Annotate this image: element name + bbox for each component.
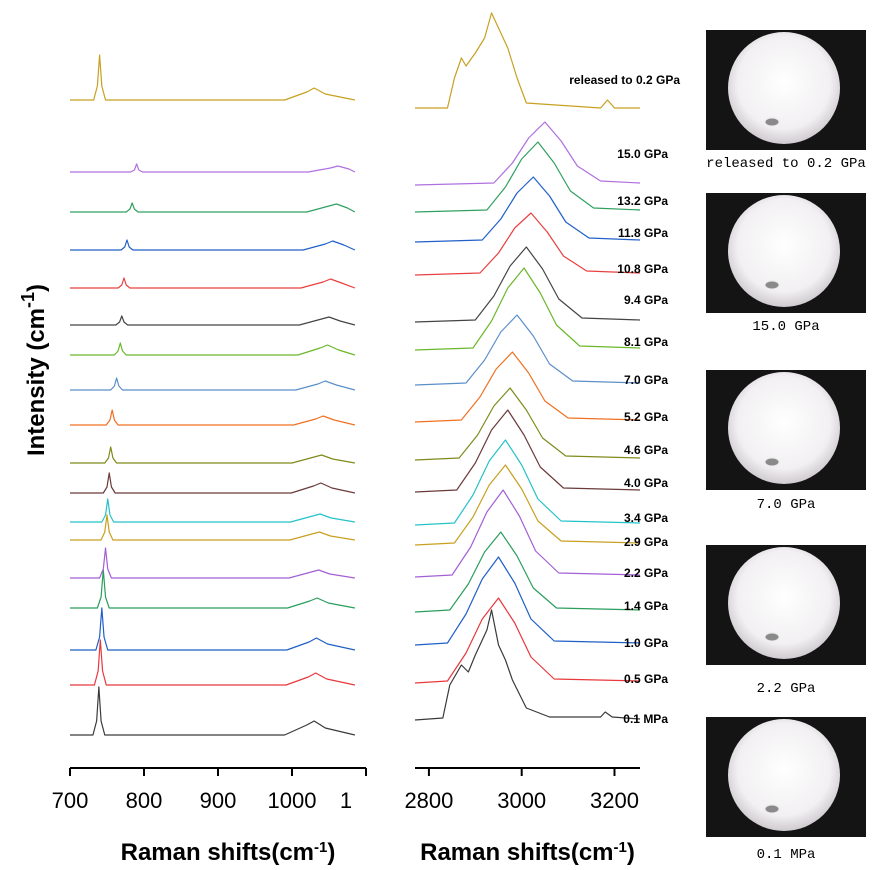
crystal [764, 632, 780, 642]
spectrum [70, 547, 355, 579]
x-axis-title-part: -1 [314, 839, 327, 856]
spectrum [414, 489, 641, 578]
x-tick-label: 800 [126, 788, 163, 813]
x-axis-title-part: ) [627, 839, 635, 866]
spectrum [414, 597, 641, 684]
photo-caption: 7.0 GPa [757, 497, 816, 513]
spectrum [414, 531, 641, 613]
y-axis-title-part: ) [23, 284, 50, 292]
x-tick-label: 700 [52, 788, 89, 813]
series-label: 8.1 GPa [624, 335, 668, 349]
photo [706, 370, 866, 490]
x-tick-label: 1000 [268, 788, 317, 813]
x-axis-title: Raman shifts(cm-1) [121, 839, 336, 867]
series-label: 13.2 GPa [617, 194, 668, 208]
spectrum [70, 342, 356, 356]
sample-chamber [728, 195, 840, 307]
spectrum [70, 202, 356, 213]
spectrum [414, 439, 641, 526]
x-axis-title-part: -1 [614, 839, 627, 856]
spectrum [414, 246, 641, 323]
sample-chamber [728, 32, 840, 144]
spectrum [414, 409, 641, 493]
photo [706, 193, 866, 313]
spectrum [415, 12, 640, 109]
spectrum [414, 314, 641, 386]
sample-chamber [728, 719, 840, 831]
x-axis-title-part: Raman shifts(cm [121, 839, 314, 866]
spectrum [70, 377, 356, 391]
series-label: 1.4 GPa [624, 599, 668, 613]
x-tick-label: 3200 [590, 788, 639, 813]
series-label: 2.9 GPa [624, 535, 668, 549]
y-axis-title-part: Intensity (cm [23, 308, 50, 456]
spectrum [70, 514, 355, 541]
crystal [764, 457, 780, 467]
series-label: 15.0 GPa [617, 147, 668, 161]
x-axis-title: Raman shifts(cm-1) [420, 839, 635, 867]
spectrum [414, 464, 641, 546]
spectrum [414, 387, 641, 461]
spectrum [70, 607, 356, 651]
spectrum [414, 609, 641, 721]
spectrum [70, 472, 356, 494]
series-label: 4.6 GPa [624, 443, 668, 457]
spectrum [70, 239, 356, 251]
series-label: 0.1 MPa [623, 712, 668, 726]
x-tick-label: 1 [340, 788, 352, 813]
spectrum [70, 54, 356, 101]
spectrum [414, 267, 641, 351]
x-axis-title-part: Raman shifts(cm [420, 839, 613, 866]
crystal [764, 280, 780, 290]
series-label: 9.4 GPa [624, 293, 668, 307]
spectrum [70, 569, 356, 609]
spectrum [70, 409, 356, 426]
photo-caption: 2.2 GPa [757, 681, 816, 697]
spectrum [70, 639, 356, 686]
series-label: 7.0 GPa [624, 373, 668, 387]
sample-chamber [728, 372, 840, 484]
series-label: 10.8 GPa [617, 262, 668, 276]
photo-caption: released to 0.2 GPa [706, 156, 866, 172]
x-tick-label: 2800 [404, 788, 453, 813]
crystal [764, 804, 780, 814]
photo [706, 717, 866, 837]
spectrum [70, 498, 355, 523]
spectrum [414, 556, 641, 646]
spectrum [70, 277, 356, 289]
spectrum [70, 163, 356, 173]
photo [706, 30, 866, 150]
series-label: 11.8 GPa [618, 226, 668, 240]
photo-caption: 0.1 MPa [757, 847, 816, 863]
spectrum [414, 141, 641, 213]
spectrum [414, 351, 641, 423]
spectrum [70, 686, 356, 736]
series-label: 5.2 GPa [624, 410, 668, 424]
sample-chamber [728, 547, 840, 659]
spectrum [414, 212, 641, 276]
series-label: 3.4 GPa [624, 511, 668, 525]
spectrum [70, 446, 356, 464]
x-axis-title-part: ) [327, 839, 335, 866]
series-label: 0.5 GPa [624, 672, 668, 686]
series-label: released to 0.2 GPa [569, 73, 680, 87]
photo [706, 545, 866, 665]
series-label: 1.0 GPa [624, 636, 668, 650]
series-label: 4.0 GPa [624, 476, 668, 490]
x-tick-label: 3000 [497, 788, 546, 813]
crystal [764, 117, 780, 127]
x-tick-label: 900 [200, 788, 237, 813]
y-axis-title-part: -1 [18, 292, 38, 308]
photo-caption: 15.0 GPa [752, 319, 819, 335]
spectrum [414, 121, 641, 186]
y-axis-title: Intensity (cm-1) [18, 284, 50, 456]
series-label: 2.2 GPa [624, 566, 668, 580]
spectrum [70, 315, 356, 326]
spectrum [414, 176, 641, 243]
